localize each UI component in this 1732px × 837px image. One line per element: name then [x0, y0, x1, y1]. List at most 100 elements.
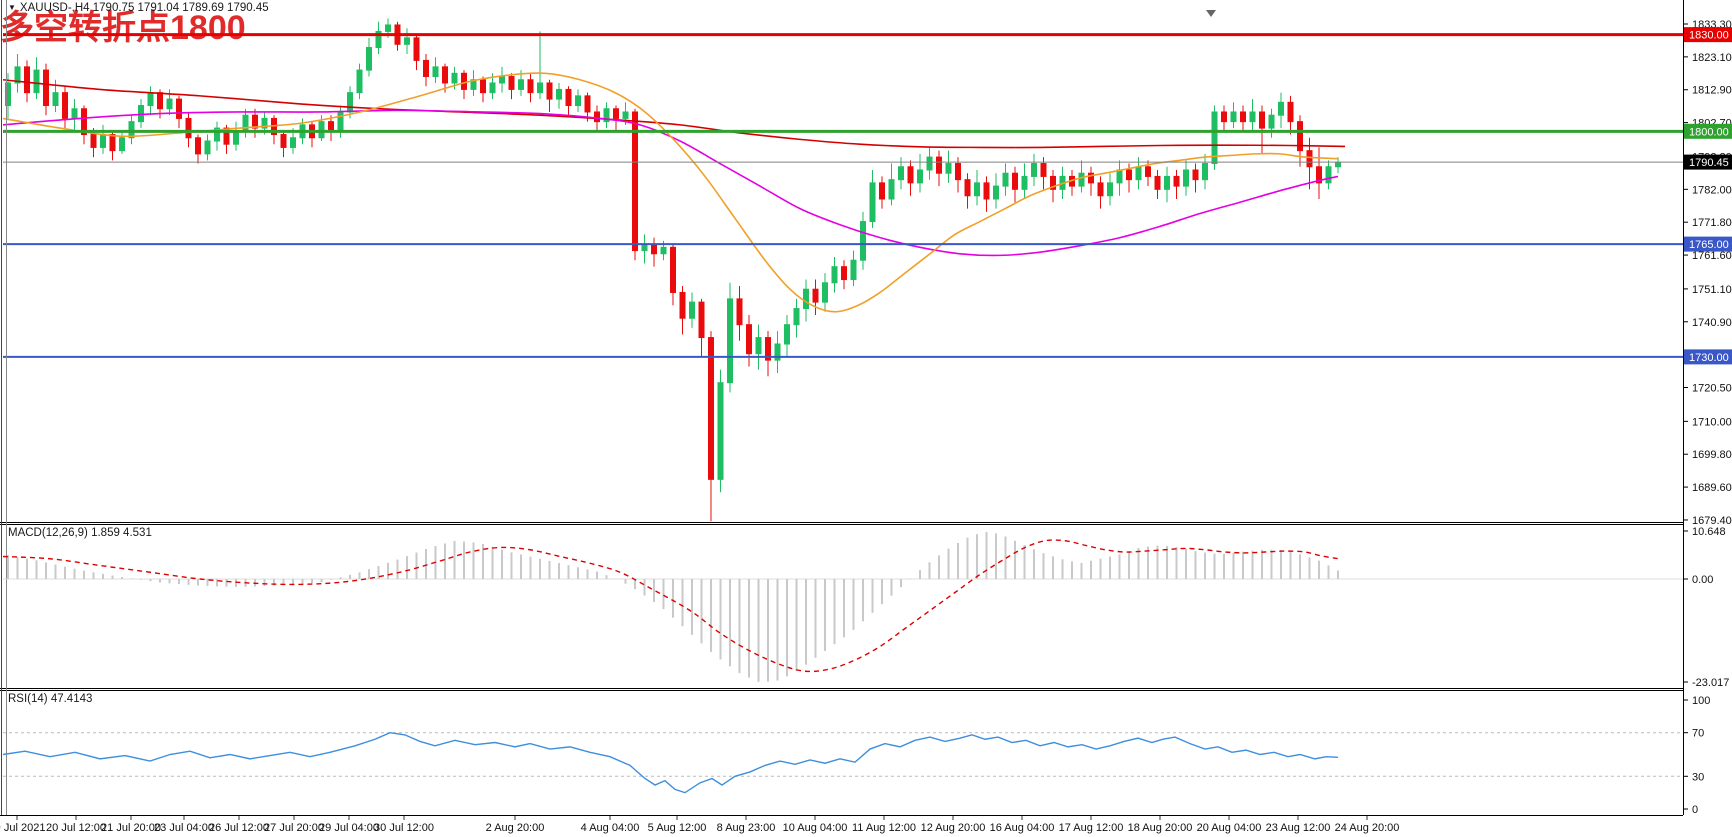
price-badge — [1684, 349, 1732, 365]
candle-body-up — [1135, 166, 1142, 181]
candle-body-up — [1031, 163, 1037, 177]
price-tick-label: 1699.80 — [1692, 449, 1732, 461]
candle-body-up — [356, 69, 363, 94]
date-tick-label[interactable]: 20 Jul 12:00 — [46, 822, 106, 834]
candle-body-down — [43, 69, 49, 107]
candle-body-up — [261, 117, 268, 129]
date-tick-label[interactable]: 29 Jul 04:00 — [319, 822, 379, 834]
candle-body-up — [603, 108, 610, 123]
candle-body-down — [698, 301, 705, 339]
date-tick-label[interactable]: 17 Aug 12:00 — [1059, 822, 1124, 834]
candle-body-up — [784, 324, 790, 345]
candle-body-up — [14, 66, 21, 84]
text-annotation[interactable]: 多空转折点1800 — [0, 9, 246, 47]
date-tick-label[interactable]: 19 Jul 2021 — [0, 822, 45, 834]
macd-tick-label: 10.648 — [1692, 526, 1726, 538]
candle-body-up — [945, 163, 952, 174]
candle-body-down — [651, 243, 657, 255]
candle-body-down — [508, 76, 515, 90]
rsi-tick-label: 70 — [1692, 728, 1704, 740]
candle-body-down — [81, 108, 87, 136]
candle-body-down — [423, 59, 429, 78]
price-tick-label: 1823.10 — [1692, 52, 1732, 64]
candle-body-up — [499, 76, 505, 84]
candle-body-up — [1021, 175, 1028, 190]
date-tick-label[interactable]: 16 Aug 04:00 — [990, 822, 1055, 834]
candle-body-up — [727, 298, 733, 384]
candle-body-up — [33, 69, 40, 94]
candle-body-up — [860, 221, 866, 261]
candle-body-up — [290, 137, 296, 148]
date-tick-label[interactable]: 23 Aug 12:00 — [1266, 822, 1331, 834]
candle-body-up — [822, 282, 828, 303]
candle-body-down — [594, 111, 600, 123]
candle-body-down — [879, 182, 885, 200]
price-tick-label: 1751.10 — [1692, 284, 1732, 296]
candlestick-layer — [5, 18, 1341, 522]
date-tick-label[interactable]: 10 Aug 04:00 — [783, 822, 848, 834]
symbol-ohlc-text: XAUUSD-,H4 1790.75 1791.04 1789.69 1790.… — [19, 2, 269, 14]
candle-body-up — [755, 337, 762, 355]
candle-body-down — [109, 134, 116, 152]
candle-body-down — [670, 246, 676, 293]
candle-body-up — [556, 88, 562, 100]
candle-body-down — [252, 114, 258, 129]
date-tick-label[interactable]: 24 Aug 20:00 — [1335, 822, 1400, 834]
price-tick-label: 1812.90 — [1692, 85, 1732, 97]
price-tick-label: 1771.80 — [1692, 217, 1732, 229]
candle-body-down — [461, 72, 467, 90]
candle-body-up — [993, 185, 999, 200]
date-tick-label[interactable]: 11 Aug 12:00 — [852, 822, 916, 834]
candle-body-down — [765, 337, 771, 361]
date-tick-label[interactable]: 5 Aug 12:00 — [648, 822, 707, 834]
candle-body-down — [936, 156, 942, 174]
candle-body-up — [1164, 175, 1170, 190]
candle-body-down — [62, 92, 68, 119]
candle-body-up — [1116, 169, 1123, 184]
candle-body-down — [983, 182, 990, 200]
candle-body-down — [1240, 111, 1246, 123]
candle-body-up — [689, 301, 695, 319]
date-tick-label[interactable]: 18 Aug 20:00 — [1128, 822, 1193, 834]
date-tick-label[interactable]: 2 Aug 20:00 — [486, 822, 545, 834]
date-tick-label[interactable]: 20 Aug 04:00 — [1197, 822, 1262, 834]
candle-body-up — [404, 37, 410, 45]
candle-body-down — [1050, 175, 1056, 190]
price-tick-label: 1720.50 — [1692, 383, 1732, 395]
candle-body-down — [679, 291, 686, 319]
candle-body-up — [366, 47, 372, 71]
candle-body-up — [660, 246, 667, 255]
candle-body-up — [5, 82, 11, 107]
ma-magenta — [2, 109, 1339, 257]
candle-body-down — [223, 127, 230, 145]
date-tick-label[interactable]: 21 Jul 20:00 — [101, 822, 161, 834]
date-tick-label[interactable]: 12 Aug 20:00 — [921, 822, 986, 834]
candle-body-up — [1335, 161, 1341, 168]
date-tick-label[interactable]: 27 Jul 20:00 — [264, 822, 324, 834]
candle-body-up — [1230, 111, 1237, 123]
candle-body-down — [812, 288, 819, 303]
candle-body-down — [584, 95, 591, 113]
candle-body-down — [546, 82, 553, 100]
price-badge-label: 1800.00 — [1689, 126, 1729, 138]
date-tick-label[interactable]: 23 Jul 04:00 — [154, 822, 214, 834]
candle-body-up — [214, 127, 220, 142]
price-tick-label: 1740.90 — [1692, 317, 1732, 329]
price-badge — [1684, 27, 1732, 43]
candle-body-up — [518, 79, 524, 90]
candle-body-up — [375, 30, 382, 49]
macd-histogram — [7, 531, 1339, 682]
collapse-arrow-icon[interactable]: ▼ — [8, 3, 16, 12]
date-tick-label[interactable]: 4 Aug 04:00 — [581, 822, 640, 834]
price-tick-label: 1689.60 — [1692, 482, 1732, 494]
date-tick-label[interactable]: 8 Aug 23:00 — [717, 822, 776, 834]
rsi-axis: 100 70 30 0 — [1683, 695, 1710, 816]
candle-body-down — [1097, 182, 1104, 197]
price-tick-label: 1679.40 — [1692, 515, 1732, 527]
date-tick-label[interactable]: 30 Jul 12:00 — [374, 822, 434, 834]
chart-shift-marker-icon — [1206, 10, 1216, 17]
date-tick-label[interactable]: 26 Jul 12:00 — [209, 822, 269, 834]
candle-body-up — [898, 166, 904, 181]
candle-body-up — [917, 169, 923, 184]
